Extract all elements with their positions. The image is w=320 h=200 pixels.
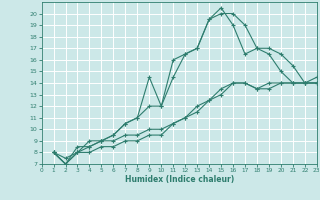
X-axis label: Humidex (Indice chaleur): Humidex (Indice chaleur) [124, 175, 234, 184]
